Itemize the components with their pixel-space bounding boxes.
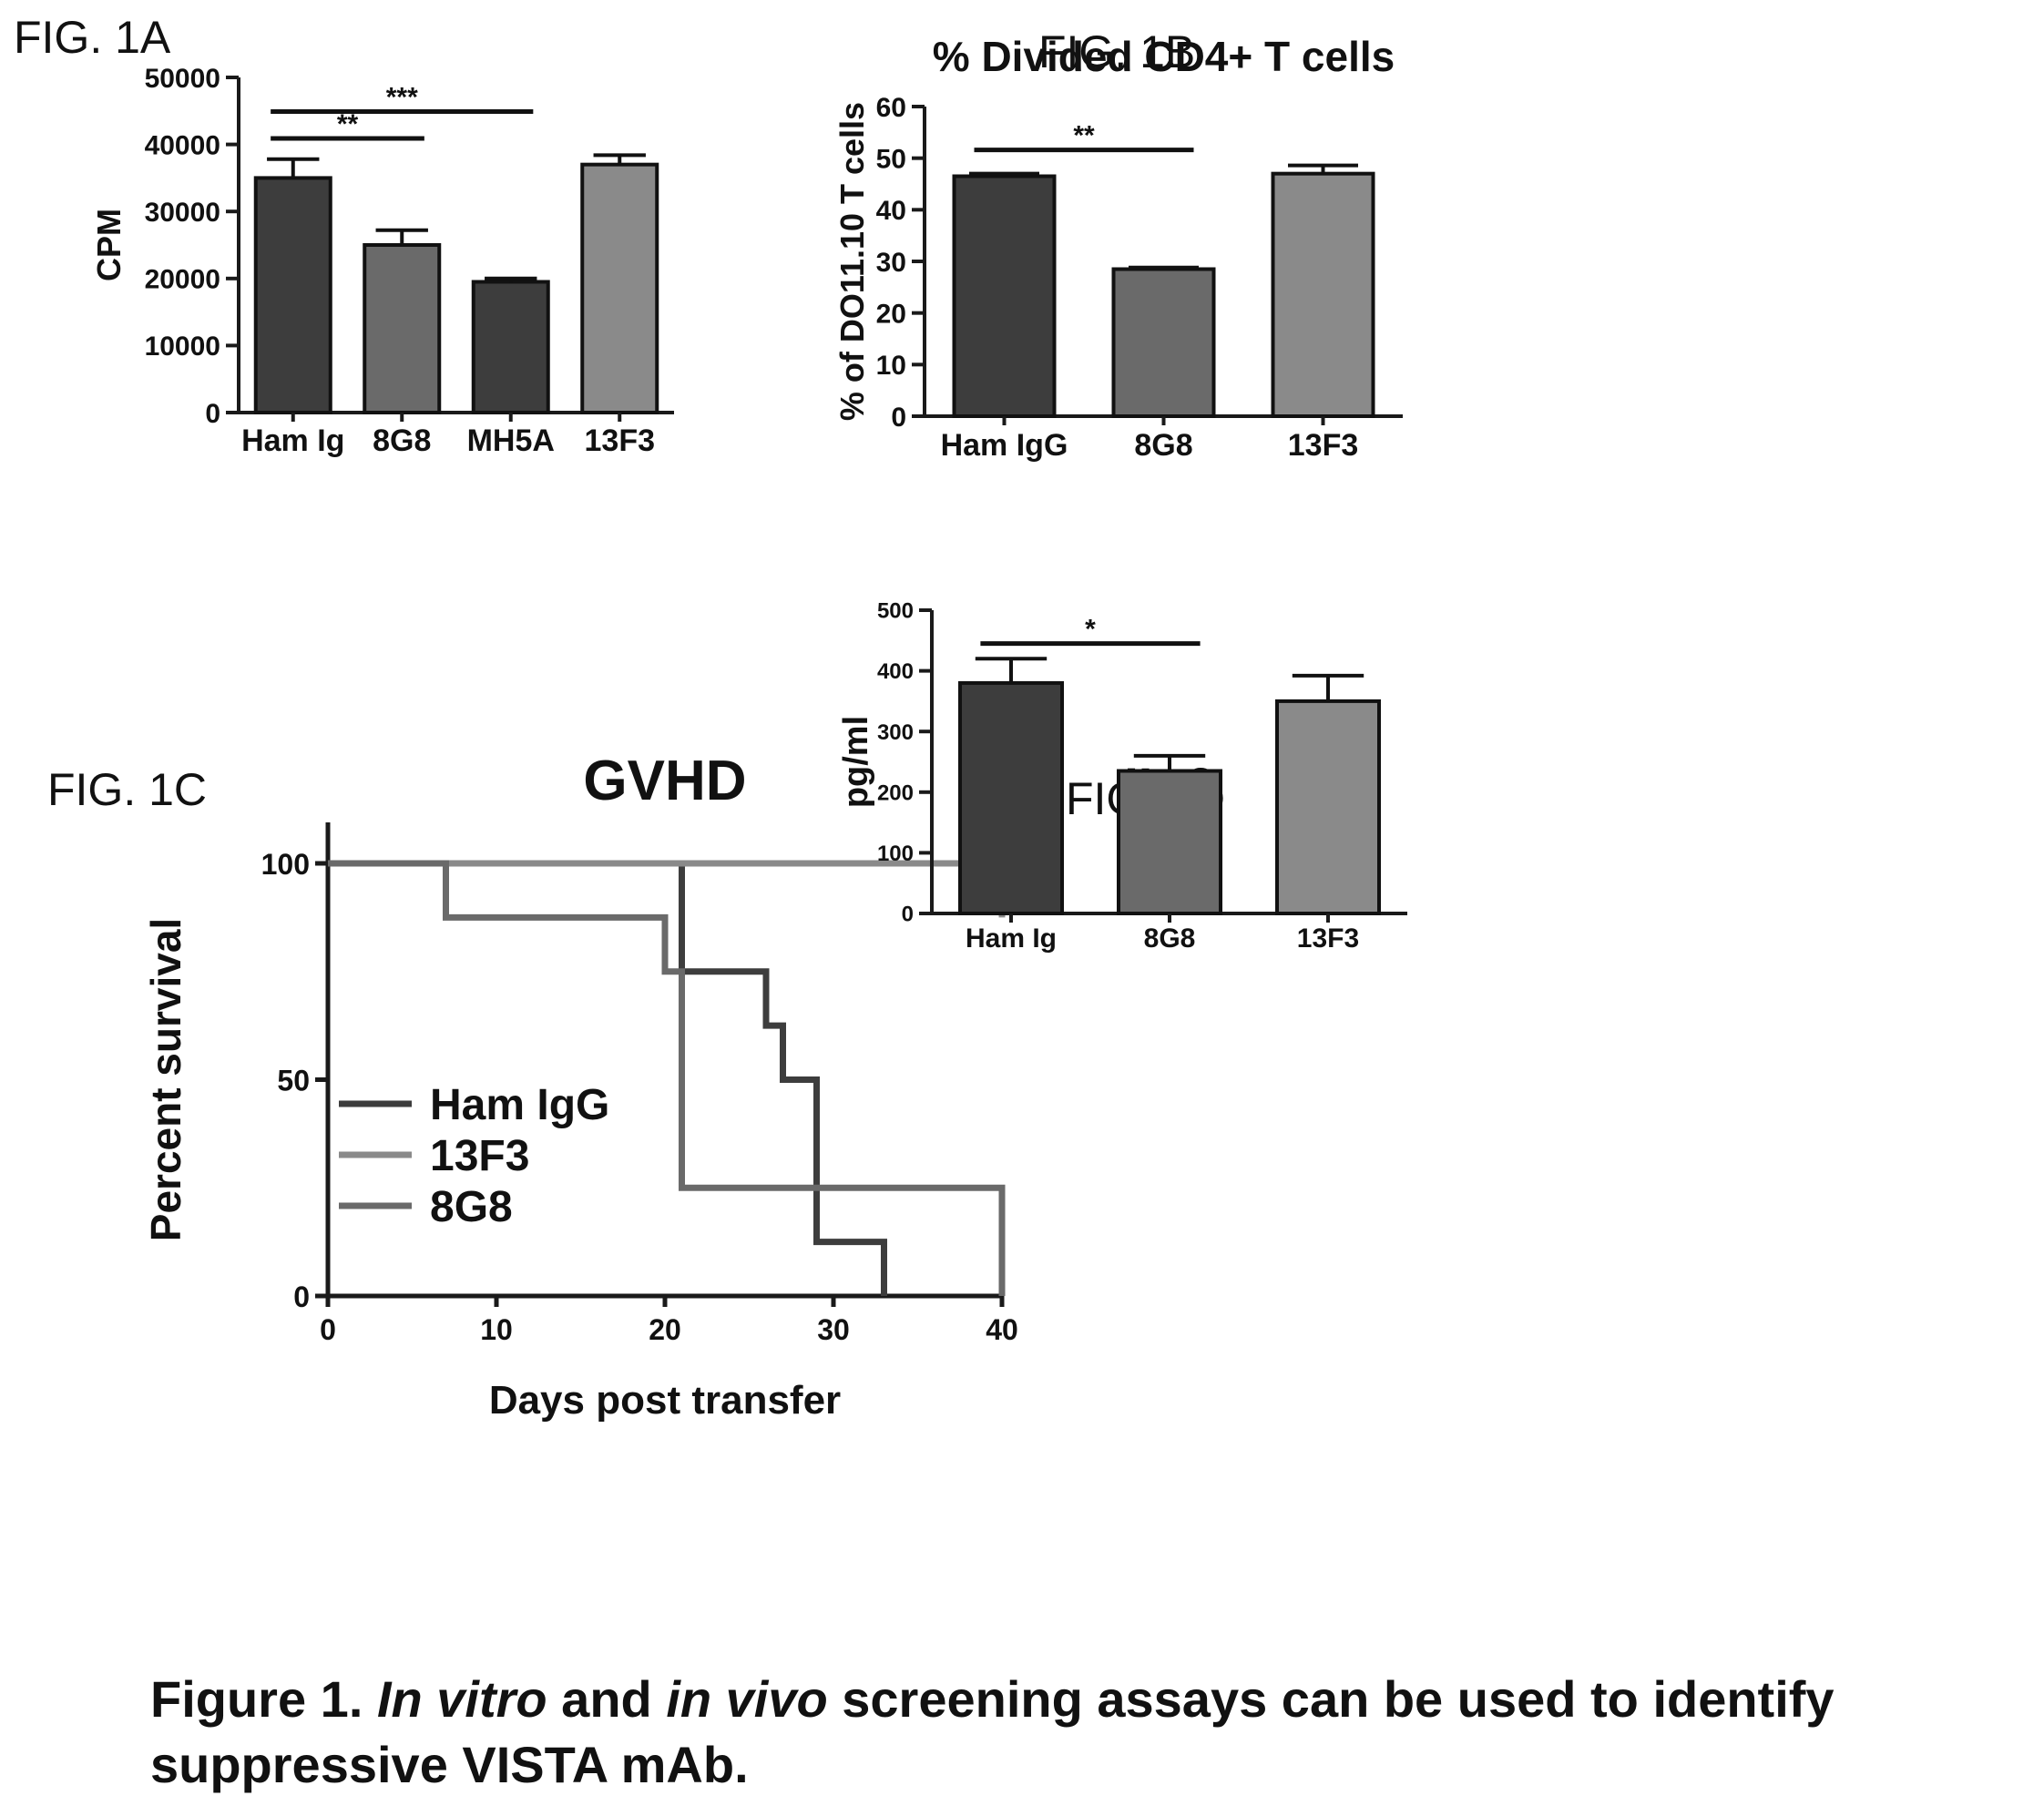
fig1b-category-label: 13F3 [1288, 428, 1359, 463]
fig1b-ytick-label: 0 [891, 403, 906, 433]
fig1c-ytick-label: 100 [261, 848, 310, 881]
fig1c-xtick-label: 0 [320, 1313, 336, 1346]
fig1d-ylabel: pg/ml [837, 716, 875, 808]
fig1c-xtick-label: 40 [986, 1313, 1018, 1346]
fig-1a-label: FIG. 1A [14, 12, 171, 63]
fig1a-bar [253, 176, 332, 414]
fig1d-ytick-label: 300 [877, 720, 914, 745]
fig1a-category-label: 8G8 [373, 423, 431, 458]
fig1a-ytick-label: 0 [205, 399, 220, 429]
fig-1c-label: FIG. 1C [47, 764, 208, 815]
fig1b-ytick-label: 50 [876, 144, 906, 174]
fig1b-ytick-label: 40 [876, 196, 906, 226]
fig1d-ytick-label: 0 [902, 903, 914, 927]
fig1d-category-label: 8G8 [1144, 923, 1196, 954]
fig1b-ylabel: % of DO11.10 T cells [833, 102, 871, 421]
fig1d-bar [1275, 699, 1381, 916]
fig1c-legend-label: 13F3 [430, 1132, 529, 1180]
fig1d-bar [1117, 769, 1222, 915]
fig1d-ytick-label: 400 [877, 659, 914, 684]
fig1d-category-label: 13F3 [1297, 923, 1359, 954]
fig1d-significance-label: * [1085, 615, 1096, 645]
fig1a-bar [363, 243, 442, 414]
fig1a-ytick-label: 30000 [145, 198, 220, 228]
fig1d-ytick-label: 200 [877, 780, 914, 805]
fig1c-ytick-label: 50 [277, 1065, 310, 1097]
fig1b-ytick-label: 10 [876, 351, 906, 381]
fig1c-series-ham-igg [328, 860, 887, 1296]
fig1b-ytick-label: 20 [876, 299, 906, 329]
fig1a-category-label: 13F3 [585, 423, 656, 458]
fig1b-bar [1111, 267, 1216, 418]
figure-caption: Figure 1. In vitro and in vivo screening… [150, 1667, 1972, 1798]
fig1b-category-label: 8G8 [1134, 428, 1192, 463]
fig1c-ytick-label: 0 [293, 1280, 310, 1313]
fig1a-bar [580, 162, 659, 414]
fig1a-significance-label: ** [337, 109, 359, 139]
caption-italic-in-vivo: in vivo [666, 1670, 828, 1728]
fig1d-ytick-label: 500 [877, 599, 914, 624]
fig1c-xtick-label: 30 [817, 1313, 850, 1346]
fig1c-legend-label: Ham IgG [430, 1081, 609, 1129]
fig1a-ytick-label: 10000 [145, 332, 220, 362]
caption-italic-in-vitro: In vitro [376, 1670, 547, 1728]
fig1b-ytick-label: 60 [876, 93, 906, 123]
fig1c-legend-label: 8G8 [430, 1183, 513, 1231]
fig1c-xtick-label: 20 [649, 1313, 681, 1346]
fig1a-ytick-label: 20000 [145, 265, 220, 295]
caption-prefix: Figure 1. [150, 1670, 377, 1728]
fig1c-xlabel: Days post transfer [489, 1378, 841, 1423]
fig-1b-label: FIG. 1B [1038, 26, 1196, 77]
fig1a-ytick-label: 40000 [145, 130, 220, 160]
caption-rest: screening assays can be used to identify… [150, 1670, 1834, 1793]
fig1a-category-label: Ham Ig [241, 423, 344, 458]
fig1b-category-label: Ham IgG [941, 428, 1068, 463]
fig1b-ytick-label: 30 [876, 248, 906, 278]
fig1c-ylabel: Percent survival [142, 918, 189, 1241]
fig1a-category-label: MH5A [467, 423, 555, 458]
fig1b-bar [952, 174, 1057, 418]
fig1c-title: GVHD [583, 750, 746, 812]
fig1c-series-8g8 [328, 860, 1006, 1296]
fig1d-bar [958, 680, 1064, 915]
fig1b-title: % Divided CD4+ T cells [933, 33, 1395, 80]
caption-mid: and [547, 1670, 667, 1728]
fig1a-ylabel: CPM [90, 209, 128, 281]
fig1d-ytick-label: 100 [877, 842, 914, 866]
fig1b-bar [1271, 171, 1375, 419]
fig1a-significance-label: *** [386, 83, 418, 113]
fig1d-category-label: Ham Ig [966, 923, 1057, 954]
fig1b-significance-label: ** [1073, 121, 1095, 151]
fig1a-bar [471, 280, 550, 415]
fig1c-xtick-label: 10 [480, 1313, 513, 1346]
fig1a-ytick-label: 50000 [145, 64, 220, 94]
